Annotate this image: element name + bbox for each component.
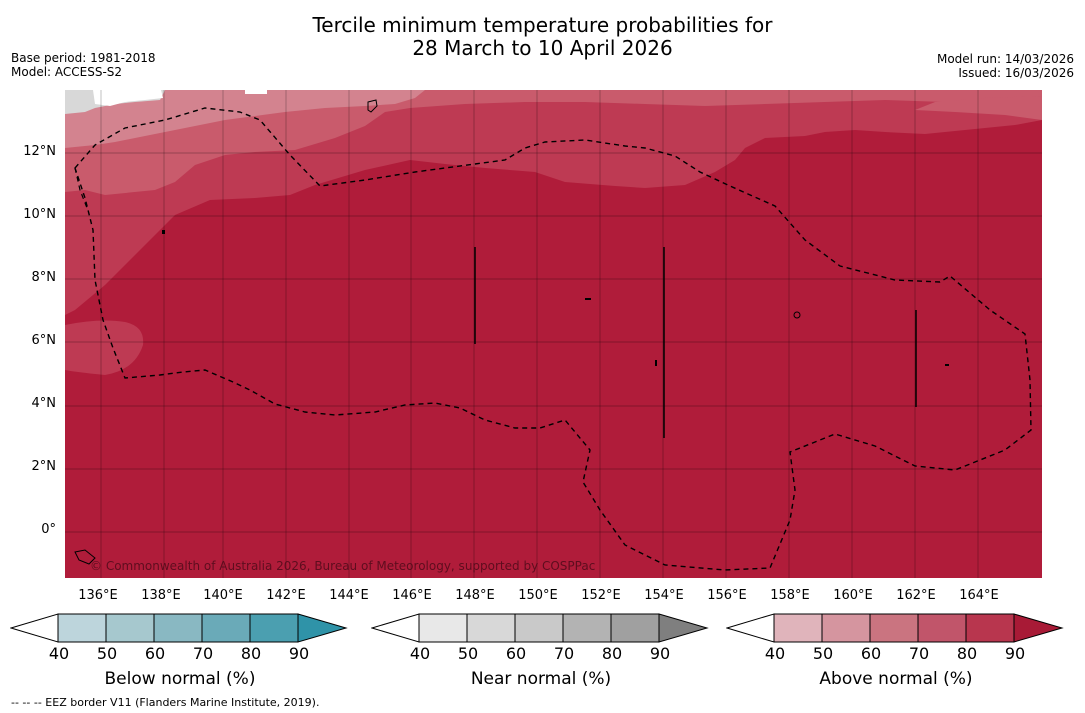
map-band-above-70 bbox=[65, 90, 1042, 195]
islands bbox=[74, 99, 949, 565]
cb-tick: 60 bbox=[144, 644, 166, 663]
colorbar-near bbox=[371, 613, 709, 643]
cb-tick: 80 bbox=[601, 644, 623, 663]
title-line-2: 28 March to 10 April 2026 bbox=[412, 36, 673, 60]
colorbar-segment bbox=[153, 613, 203, 643]
map-vertical-markers bbox=[474, 247, 917, 438]
cb-tick: 90 bbox=[288, 644, 310, 663]
colorbar-above bbox=[726, 613, 1064, 643]
colorbar-arrow-low bbox=[726, 613, 775, 643]
colorbar-segment bbox=[105, 613, 155, 643]
cb-tick: 90 bbox=[1004, 644, 1026, 663]
cb-tick: 80 bbox=[956, 644, 978, 663]
eez-border bbox=[74, 107, 1032, 571]
map-gridlines bbox=[65, 90, 1042, 578]
cb-tick: 50 bbox=[812, 644, 834, 663]
title-line-1: Tercile minimum temperature probabilitie… bbox=[312, 13, 773, 37]
lon-label: 154°E bbox=[644, 588, 684, 603]
colorbar-near-title: Near normal (%) bbox=[470, 669, 612, 689]
colorbar-above-title: Above normal (%) bbox=[819, 669, 973, 689]
cb-tick: 70 bbox=[192, 644, 214, 663]
page-title: Tercile minimum temperature probabilitie… bbox=[0, 14, 1085, 60]
colorbar-segment bbox=[562, 613, 612, 643]
colorbar-below bbox=[10, 613, 348, 643]
lat-label: 2°N bbox=[31, 459, 57, 474]
model-run-text: Model run: 14/03/2026 bbox=[936, 52, 1074, 66]
cb-tick: 40 bbox=[764, 644, 786, 663]
probability-map: © Commonwealth of Australia 2026, Bureau… bbox=[65, 90, 1042, 578]
cb-tick: 70 bbox=[908, 644, 930, 663]
map-band-above-80 bbox=[65, 90, 1042, 315]
colorbar-segment bbox=[965, 613, 1015, 643]
lon-label: 148°E bbox=[455, 588, 495, 603]
lon-label: 140°E bbox=[203, 588, 243, 603]
colorbar-segment bbox=[610, 613, 660, 643]
meta-right: Model run: 14/03/2026 Issued: 16/03/2026 bbox=[937, 52, 1074, 80]
cb-tick: 90 bbox=[649, 644, 671, 663]
map-nodata-patch bbox=[93, 90, 163, 106]
colorbar-arrow-high bbox=[1013, 613, 1064, 643]
eez-footnote: -- -- -- EEZ border V11 (Flanders Marine… bbox=[11, 696, 320, 709]
cb-tick: 70 bbox=[553, 644, 575, 663]
colorbar-segment bbox=[466, 613, 516, 643]
colorbar-segment bbox=[821, 613, 871, 643]
colorbar-segment bbox=[869, 613, 919, 643]
colorbar-arrow-low bbox=[10, 613, 59, 643]
colorbar-arrow-low bbox=[371, 613, 420, 643]
lon-label: 150°E bbox=[518, 588, 558, 603]
lon-label: 162°E bbox=[896, 588, 936, 603]
map-nodata-patch-2 bbox=[245, 90, 267, 94]
lon-label: 144°E bbox=[329, 588, 369, 603]
colorbar-segment bbox=[514, 613, 564, 643]
lon-label: 160°E bbox=[833, 588, 873, 603]
lon-label: 152°E bbox=[581, 588, 621, 603]
cb-tick: 60 bbox=[505, 644, 527, 663]
lat-label: 0° bbox=[41, 522, 56, 537]
issued-text: Issued: 16/03/2026 bbox=[958, 66, 1074, 80]
cb-tick: 60 bbox=[860, 644, 882, 663]
colorbar-segment bbox=[418, 613, 468, 643]
colorbar-segment bbox=[249, 613, 299, 643]
lon-label: 142°E bbox=[266, 588, 306, 603]
cb-tick: 50 bbox=[96, 644, 118, 663]
cb-tick: 80 bbox=[240, 644, 262, 663]
cb-tick: 50 bbox=[457, 644, 479, 663]
colorbar-arrow-high bbox=[658, 613, 709, 643]
lat-label: 6°N bbox=[31, 333, 57, 348]
meta-left: Base period: 1981-2018 Model: ACCESS-S2 bbox=[11, 51, 156, 79]
cb-tick: 40 bbox=[48, 644, 70, 663]
base-period-text: Base period: 1981-2018 bbox=[11, 51, 156, 65]
cb-tick: 40 bbox=[409, 644, 431, 663]
lon-label: 136°E bbox=[78, 588, 118, 603]
lat-label: 10°N bbox=[23, 207, 56, 222]
eez-border-west bbox=[74, 167, 88, 209]
colorbar-segment bbox=[917, 613, 967, 643]
colorbar-below-title: Below normal (%) bbox=[104, 669, 256, 689]
copyright-text: © Commonwealth of Australia 2026, Bureau… bbox=[90, 559, 595, 573]
model-text: Model: ACCESS-S2 bbox=[11, 65, 123, 79]
lon-label: 164°E bbox=[959, 588, 999, 603]
lat-label: 12°N bbox=[23, 144, 56, 159]
colorbar-segment bbox=[201, 613, 251, 643]
map-band-above-70-east bbox=[915, 96, 1042, 120]
lat-label: 8°N bbox=[31, 270, 57, 285]
colorbar-arrow-high bbox=[297, 613, 348, 643]
lon-label: 146°E bbox=[392, 588, 432, 603]
lon-label: 138°E bbox=[141, 588, 181, 603]
lat-label: 4°N bbox=[31, 396, 57, 411]
colorbar-segment bbox=[57, 613, 107, 643]
lon-label: 156°E bbox=[707, 588, 747, 603]
lon-label: 158°E bbox=[770, 588, 810, 603]
map-band-above-80-west bbox=[65, 320, 144, 375]
map-band-above-60 bbox=[65, 90, 425, 148]
colorbar-segment bbox=[773, 613, 823, 643]
